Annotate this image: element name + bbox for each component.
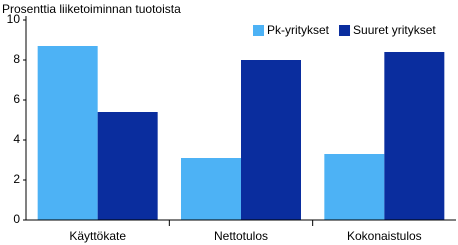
legend-label: Suuret yritykset bbox=[353, 23, 436, 37]
y-tick-label: 10 bbox=[7, 12, 21, 26]
bar bbox=[324, 154, 385, 220]
bar bbox=[384, 52, 445, 220]
y-tick-label: 4 bbox=[13, 132, 20, 146]
y-tick-label: 0 bbox=[13, 212, 20, 226]
x-tick-label: Nettotulos bbox=[214, 229, 268, 243]
y-tick-label: 6 bbox=[13, 92, 20, 106]
legend-swatch bbox=[253, 25, 264, 36]
x-tick-label: Käyttökate bbox=[69, 229, 126, 243]
chart-title: Prosenttia liiketoiminnan tuotoista bbox=[2, 2, 181, 16]
x-tick-label: Kokonaistulos bbox=[347, 229, 422, 243]
bar bbox=[37, 46, 98, 220]
bar bbox=[97, 112, 158, 220]
y-tick-label: 8 bbox=[13, 52, 20, 66]
legend-swatch bbox=[339, 25, 351, 36]
bar bbox=[181, 158, 241, 220]
y-tick-label: 2 bbox=[13, 172, 20, 186]
legend-label: Pk-yritykset bbox=[267, 23, 330, 37]
bar bbox=[241, 60, 301, 220]
